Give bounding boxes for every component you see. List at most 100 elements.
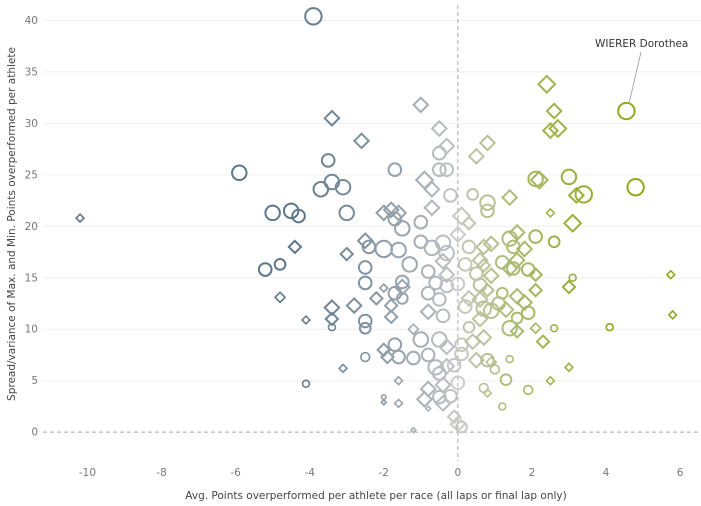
y-tick-label: 15 xyxy=(25,272,38,284)
data-point-circle xyxy=(334,178,352,196)
annotation-leader-line xyxy=(628,51,642,103)
data-point-diamond xyxy=(337,363,349,374)
y-tick-label: 20 xyxy=(25,221,38,233)
data-point-diamond xyxy=(475,238,493,256)
y-tick-label: 25 xyxy=(25,169,38,181)
x-tick-label: 0 xyxy=(454,467,461,479)
data-point-diamond xyxy=(478,134,497,152)
data-point-circle xyxy=(420,347,436,363)
data-point-diamond xyxy=(562,213,583,233)
data-point-circle xyxy=(527,170,544,188)
data-point-circle xyxy=(301,379,311,389)
data-point-circle xyxy=(291,208,306,224)
data-point-circle xyxy=(394,220,411,237)
data-point-diamond xyxy=(665,269,676,280)
data-point-diamond xyxy=(368,290,384,306)
data-point-diamond xyxy=(324,311,340,327)
data-point-circle xyxy=(434,234,452,252)
x-tick-label: -4 xyxy=(304,467,315,479)
data-point-diamond xyxy=(438,137,456,155)
data-point-circle xyxy=(505,354,514,364)
data-point-diamond xyxy=(375,204,393,222)
data-point-circle xyxy=(523,384,534,396)
data-point-circle xyxy=(443,388,458,404)
data-point-diamond xyxy=(497,301,515,319)
data-point-diamond xyxy=(482,388,493,399)
data-point-diamond xyxy=(273,291,287,304)
data-point-circle xyxy=(360,351,371,363)
data-point-circle xyxy=(547,235,561,249)
data-point-diamond xyxy=(300,314,312,326)
data-point-circle xyxy=(435,308,451,324)
data-point-circle xyxy=(489,364,501,375)
data-point-diamond xyxy=(528,267,544,283)
y-tick-label: 35 xyxy=(25,66,38,78)
data-point-diamond xyxy=(529,322,542,335)
data-point-circle xyxy=(394,274,410,290)
data-point-circle xyxy=(320,153,336,168)
x-tick-label: -10 xyxy=(79,467,96,479)
data-point-circle xyxy=(466,188,480,201)
data-point-diamond xyxy=(393,278,411,296)
data-point-circle xyxy=(439,162,455,177)
data-point-diamond xyxy=(561,279,577,295)
data-point-circle xyxy=(420,285,436,301)
data-point-diamond xyxy=(667,309,678,320)
data-point-diamond xyxy=(379,349,395,365)
data-point-diamond xyxy=(567,186,585,205)
data-point-diamond xyxy=(545,375,556,386)
data-points xyxy=(75,7,678,434)
data-point-diamond xyxy=(339,246,355,262)
data-point-diamond xyxy=(535,334,551,350)
data-point-diamond xyxy=(501,188,519,207)
data-point-diamond xyxy=(434,252,452,270)
data-point-circle xyxy=(413,214,429,230)
reference-lines xyxy=(43,5,701,461)
data-point-diamond xyxy=(545,102,563,120)
x-tick-label: -2 xyxy=(379,467,389,479)
data-point-diamond xyxy=(476,257,492,273)
y-tick-label: 40 xyxy=(25,15,38,27)
data-point-diamond xyxy=(446,409,462,425)
data-point-circle xyxy=(510,311,524,325)
data-point-diamond xyxy=(528,282,544,298)
data-point-circle xyxy=(528,229,543,244)
data-point-circle xyxy=(479,194,496,211)
data-point-circle xyxy=(450,276,466,292)
data-point-diamond xyxy=(467,147,485,165)
data-point-diamond xyxy=(423,199,441,217)
data-point-circle xyxy=(387,162,403,177)
data-point-circle xyxy=(457,257,473,272)
data-point-circle xyxy=(472,277,488,293)
data-point-circle xyxy=(475,300,493,317)
data-point-circle xyxy=(432,366,447,381)
data-point-diamond xyxy=(287,239,303,255)
data-point-diamond xyxy=(479,282,495,298)
data-point-circle xyxy=(231,164,248,182)
y-tick-label: 30 xyxy=(25,118,38,130)
data-point-circle xyxy=(499,373,513,387)
data-point-diamond xyxy=(345,296,363,315)
data-point-circle xyxy=(327,322,337,332)
annotation: WIERER Dorothea xyxy=(595,38,688,103)
data-point-diamond xyxy=(412,96,430,114)
data-point-diamond xyxy=(460,289,478,307)
data-point-diamond xyxy=(352,132,371,150)
data-point-diamond xyxy=(383,309,399,325)
data-point-diamond xyxy=(424,404,432,413)
data-point-diamond xyxy=(482,235,500,253)
y-tick-label: 5 xyxy=(31,375,38,387)
data-point-circle xyxy=(406,350,421,366)
data-point-diamond xyxy=(438,338,456,356)
x-axis-title: Avg. Points overperformed per athlete pe… xyxy=(185,490,566,502)
data-point-diamond xyxy=(471,290,489,309)
data-point-circle xyxy=(443,188,458,203)
y-tick-label: 0 xyxy=(31,427,38,439)
data-point-circle xyxy=(498,402,507,411)
data-point-circle xyxy=(457,299,473,314)
data-point-circle xyxy=(420,264,436,279)
data-point-circle xyxy=(338,204,355,222)
data-point-circle xyxy=(480,203,495,219)
data-point-circle xyxy=(574,185,593,204)
data-point-circle xyxy=(560,168,578,186)
